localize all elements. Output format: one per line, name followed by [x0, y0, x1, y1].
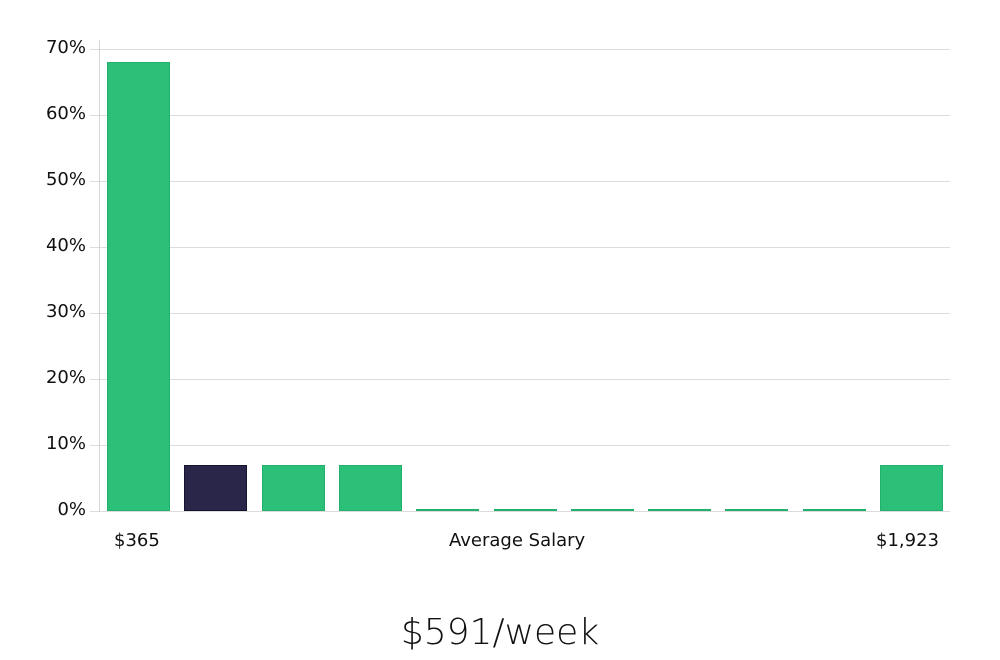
gridline [90, 313, 950, 314]
bar [725, 509, 788, 511]
bar [571, 509, 634, 511]
bar [648, 509, 711, 511]
gridline [90, 445, 950, 446]
y-tick-label: 0% [57, 499, 86, 520]
y-tick-label: 70% [45, 37, 86, 58]
y-tick-label: 20% [45, 367, 86, 388]
bar [416, 509, 479, 511]
x-axis-title: Average Salary [449, 530, 586, 551]
y-axis-line [99, 40, 100, 512]
bar [494, 509, 557, 511]
gridline [90, 115, 950, 116]
y-tick-label: 60% [45, 103, 86, 124]
bar [880, 465, 943, 511]
y-tick-label: 40% [45, 235, 86, 256]
average-salary-summary: $591/week [400, 612, 600, 653]
gridline [90, 49, 950, 50]
bar [107, 62, 170, 511]
x-max-label: $1,923 [876, 530, 939, 551]
gridline [90, 247, 950, 248]
y-tick-label: 50% [45, 169, 86, 190]
bar [262, 465, 325, 511]
gridline [90, 379, 950, 380]
x-min-label: $365 [114, 530, 160, 551]
gridline [90, 511, 950, 512]
y-tick-label: 10% [45, 433, 86, 454]
bar [803, 509, 866, 511]
y-tick-label: 30% [45, 301, 86, 322]
highlighted-bar [184, 465, 247, 511]
gridline [90, 181, 950, 182]
bar [339, 465, 402, 511]
